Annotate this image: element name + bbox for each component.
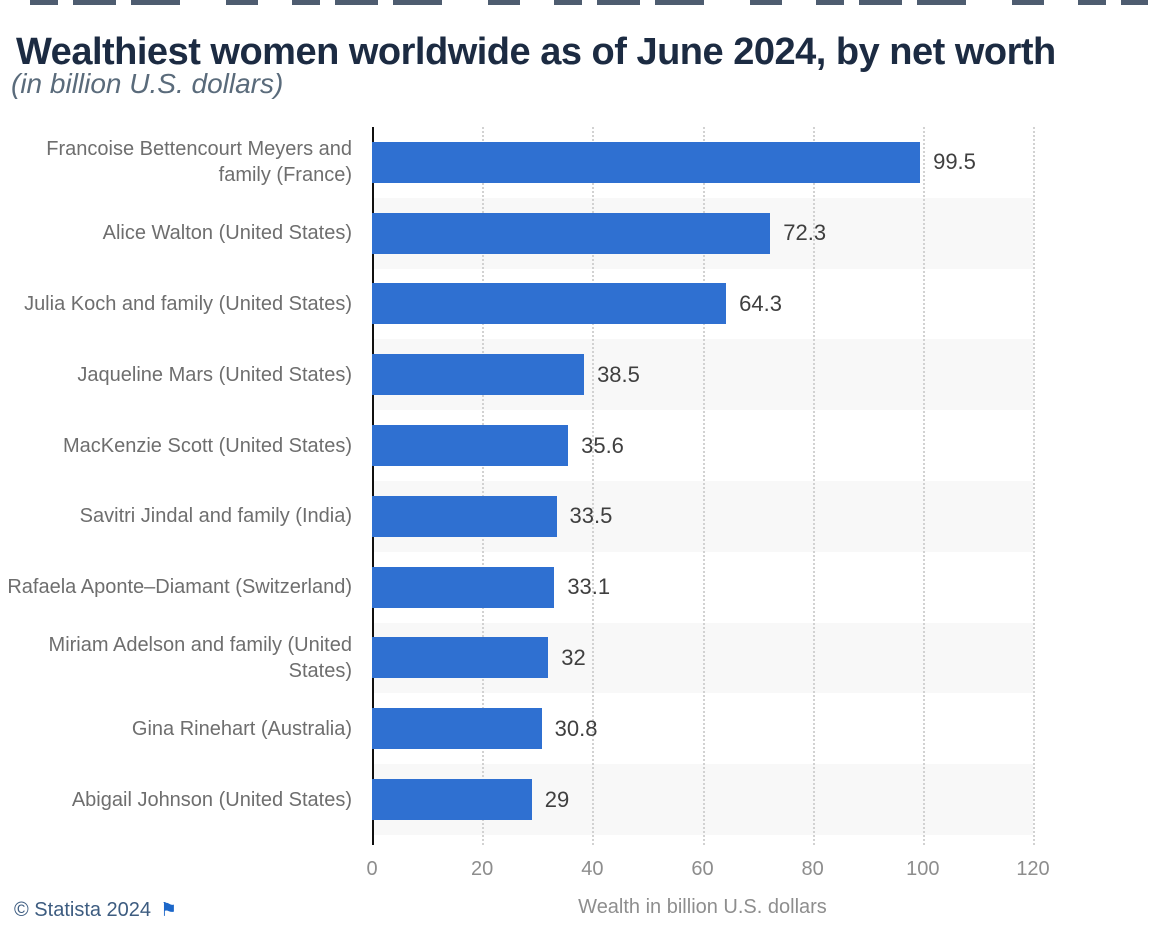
chart-row: Miriam Adelson and family (United States… <box>0 622 1176 694</box>
bar-track: 64.3 <box>372 269 1033 340</box>
category-label: Alice Walton (United States) <box>102 222 352 245</box>
category-label: Abigail Johnson (United States) <box>71 788 352 811</box>
value-label: 38.5 <box>597 361 640 387</box>
bar[interactable] <box>372 425 569 467</box>
bar-track: 32 <box>372 622 1033 694</box>
bar[interactable] <box>372 283 727 325</box>
x-tick-label: 20 <box>471 858 494 880</box>
category-label: Francoise Bettencourt Meyers and family … <box>46 138 352 187</box>
bar-track: 35.6 <box>372 410 1033 481</box>
chart-row: MacKenzie Scott (United States) 35.6 <box>0 410 1176 481</box>
bar-track: 38.5 <box>372 339 1033 411</box>
value-label: 99.5 <box>933 149 976 175</box>
x-tick-label: 0 <box>366 858 378 880</box>
chart-title: Wealthiest women worldwide as of June 20… <box>16 31 1056 74</box>
x-axis-label: Wealth in billion U.S. dollars <box>578 896 827 918</box>
bar[interactable] <box>372 495 557 537</box>
chart-row: Gina Rinehart (Australia) 30.8 <box>0 693 1176 764</box>
copyright-link[interactable]: © Statista 2024 <box>14 899 152 921</box>
x-tick-label: 40 <box>581 858 604 880</box>
value-label: 29 <box>544 786 570 812</box>
x-axis-ticks: 0 20 40 60 80 100 120 <box>366 858 1049 884</box>
chart-footer: © Statista 2024 ⚑ <box>14 899 177 922</box>
value-label: 32 <box>561 644 586 670</box>
cropped-text-artifact <box>30 0 1148 5</box>
category-label: Savitri Jindal and family (India) <box>79 505 352 528</box>
x-tick-label: 60 <box>691 858 714 880</box>
chart-row: Rafaela Aponte–Diamant (Switzerland) 33.… <box>0 552 1176 623</box>
bar-chart: Francoise Bettencourt Meyers and family … <box>0 127 1176 918</box>
chart-rows: Francoise Bettencourt Meyers and family … <box>0 127 1176 835</box>
x-tick-label: 120 <box>1016 858 1050 880</box>
chart-row: Julia Koch and family (United States) 64… <box>0 269 1176 340</box>
bar-track: 33.1 <box>372 552 1033 623</box>
flag-icon[interactable]: ⚑ <box>160 900 178 921</box>
chart-row: Savitri Jindal and family (India) 33.5 <box>0 480 1176 552</box>
bar[interactable] <box>372 354 585 396</box>
x-tick-label: 100 <box>906 858 940 880</box>
value-label: 35.6 <box>581 432 624 458</box>
bar[interactable] <box>372 779 532 821</box>
bar[interactable] <box>372 637 549 679</box>
category-label: Gina Rinehart (Australia) <box>131 717 352 740</box>
bar[interactable] <box>372 566 555 608</box>
bar-track: 99.5 <box>372 127 1033 198</box>
value-label: 64.3 <box>739 290 782 316</box>
value-label: 72.3 <box>783 220 827 246</box>
chart-subtitle: (in billion U.S. dollars) <box>11 68 284 99</box>
bar-track: 30.8 <box>372 693 1033 764</box>
value-label: 33.5 <box>569 503 613 529</box>
bar[interactable] <box>372 141 921 183</box>
bar-track: 72.3 <box>372 197 1033 269</box>
value-label: 33.1 <box>567 574 611 600</box>
category-label: Jaqueline Mars (United States) <box>77 363 352 386</box>
bar[interactable] <box>372 212 771 254</box>
bar[interactable] <box>372 708 542 750</box>
category-label: MacKenzie Scott (United States) <box>62 434 352 457</box>
chart-row: Francoise Bettencourt Meyers and family … <box>0 127 1176 198</box>
category-label: Julia Koch and family (United States) <box>24 292 352 315</box>
chart-row: Abigail Johnson (United States) 29 <box>0 764 1176 835</box>
value-label: 30.8 <box>554 715 598 741</box>
chart-row: Jaqueline Mars (United States) 38.5 <box>0 339 1176 411</box>
x-tick-label: 80 <box>801 858 824 880</box>
bar-track: 33.5 <box>372 480 1033 552</box>
category-label: Miriam Adelson and family (United States… <box>48 633 352 682</box>
chart-row: Alice Walton (United States) 72.3 <box>0 197 1176 269</box>
bar-track: 29 <box>372 764 1033 835</box>
category-label: Rafaela Aponte–Diamant (Switzerland) <box>7 576 352 599</box>
